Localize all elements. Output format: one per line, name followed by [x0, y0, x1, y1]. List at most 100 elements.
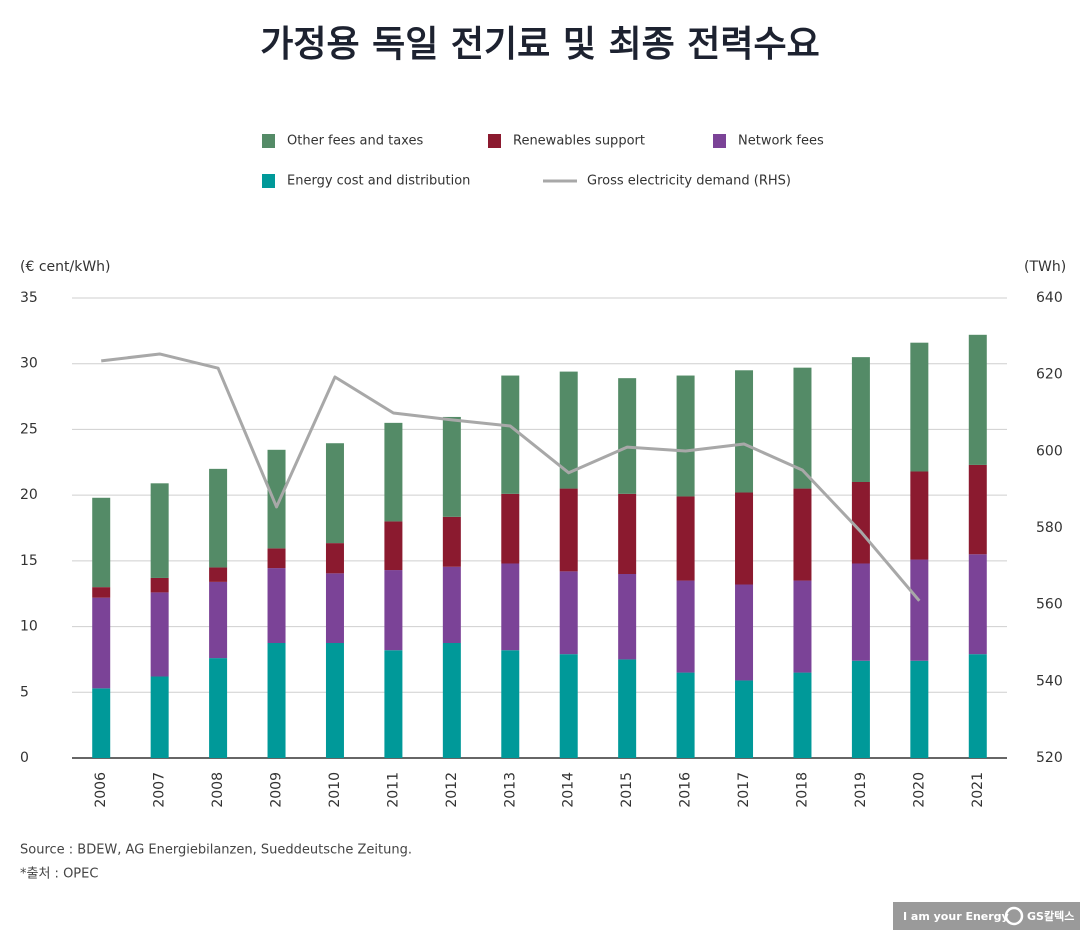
bar-segment: [384, 570, 403, 651]
bar-segment: [501, 563, 520, 651]
bar-segment: [851, 563, 870, 661]
bar-segment: [267, 568, 286, 643]
bar-segment: [676, 672, 695, 758]
y2-tick-label: 540: [1036, 673, 1063, 689]
bar-segment: [92, 597, 111, 689]
y-tick-label: 0: [20, 750, 29, 766]
x-tick-label: 2016: [678, 772, 694, 808]
x-tick-label: 2009: [269, 772, 285, 808]
brand-box: [893, 902, 1080, 930]
bar-segment: [92, 587, 111, 598]
bar-segment: [442, 416, 461, 517]
bar-segment: [267, 643, 286, 758]
y-tick-label: 5: [20, 684, 29, 700]
bar-segment: [501, 650, 520, 758]
x-tick-label: 2014: [561, 772, 577, 808]
bar-segment: [150, 676, 169, 758]
bar-segment: [559, 654, 578, 758]
x-tick-label: 2010: [327, 772, 343, 808]
brand-icon: [1004, 906, 1024, 926]
bar-segment: [384, 422, 403, 522]
bar-segment: [442, 566, 461, 643]
x-tick-label: 2020: [911, 772, 927, 808]
bar-segment: [910, 471, 929, 560]
brand-slogan: I am your Energy: [903, 910, 1009, 923]
bar-segment: [209, 658, 228, 758]
bar-segment: [209, 468, 228, 568]
bar-segment: [559, 371, 578, 489]
x-tick-label: 2018: [794, 772, 810, 808]
y-tick-label: 25: [20, 421, 38, 437]
bar-segment: [676, 375, 695, 497]
x-tick-label: 2013: [502, 772, 518, 808]
bar-segment: [325, 573, 344, 643]
bar-segment: [150, 592, 169, 677]
y-tick-label: 10: [20, 619, 38, 635]
bar-segment: [793, 488, 812, 581]
y2-tick-label: 580: [1036, 520, 1063, 536]
bar-segment: [851, 357, 870, 482]
bar-segment: [851, 482, 870, 564]
bar-segment: [267, 449, 286, 549]
y2-tick-label: 560: [1036, 597, 1063, 613]
y2-tick-label: 640: [1036, 290, 1063, 306]
bar-segment: [618, 493, 637, 574]
bar-segment: [325, 443, 344, 544]
bar-segment: [618, 659, 637, 758]
y2-tick-label: 600: [1036, 443, 1063, 459]
bar-segment: [910, 559, 929, 661]
bar-segment: [910, 342, 929, 472]
bar-segment: [851, 660, 870, 758]
legend-label: Energy cost and distribution: [287, 174, 470, 189]
bar-segment: [325, 543, 344, 574]
bar-segment: [384, 650, 403, 758]
bar-segment: [209, 567, 228, 582]
x-tick-label: 2012: [444, 772, 460, 808]
bar-segment: [501, 493, 520, 564]
y-tick-label: 15: [20, 553, 38, 569]
bar-segment: [501, 375, 520, 494]
y-tick-label: 35: [20, 290, 38, 306]
bar-segment: [676, 580, 695, 673]
x-tick-label: 2017: [736, 772, 752, 808]
chart-title: 가정용 독일 전기료 및 최종 전력수요: [260, 24, 819, 65]
bar-segment: [793, 367, 812, 489]
bar-segment: [793, 580, 812, 673]
source: Source : BDEW, AG Energiebilanzen, Suedd…: [20, 843, 412, 858]
bar-segment: [92, 497, 111, 588]
y-axis-label: (€ cent/kWh): [20, 259, 111, 275]
bar-segment: [618, 574, 637, 660]
brand-logo: GS칼텍스: [1027, 909, 1074, 923]
note: *출처 : OPEC: [20, 867, 98, 882]
bar-segment: [910, 660, 929, 758]
x-tick-label: 2007: [152, 772, 168, 808]
bar-segment: [968, 334, 987, 465]
legend-swatch: [262, 174, 275, 188]
x-tick-label: 2006: [93, 772, 109, 808]
bar-segment: [968, 554, 987, 655]
bar-segment: [384, 521, 403, 571]
bar-segment: [735, 584, 754, 681]
x-tick-label: 2011: [385, 772, 401, 808]
legend-swatch: [262, 134, 275, 148]
demand-line: [101, 352, 921, 602]
bar-segment: [92, 688, 111, 758]
bar-segment: [267, 548, 286, 569]
legend-label: Other fees and taxes: [287, 134, 423, 149]
bar-segment: [559, 571, 578, 655]
y2-tick-label: 520: [1036, 750, 1063, 766]
bar-segment: [325, 643, 344, 758]
x-tick-label: 2015: [619, 772, 635, 808]
bar-segment: [793, 672, 812, 758]
bar-segment: [735, 492, 754, 585]
y-tick-label: 20: [20, 487, 38, 503]
bar-segment: [968, 464, 987, 555]
legend-label: Gross electricity demand (RHS): [587, 174, 791, 189]
legend-label: Network fees: [738, 134, 824, 149]
y2-axis-label: (TWh): [1024, 259, 1066, 275]
bar-segment: [559, 488, 578, 572]
legend-swatch: [488, 134, 501, 148]
bar-segment: [209, 581, 228, 659]
y2-tick-label: 620: [1036, 367, 1063, 383]
